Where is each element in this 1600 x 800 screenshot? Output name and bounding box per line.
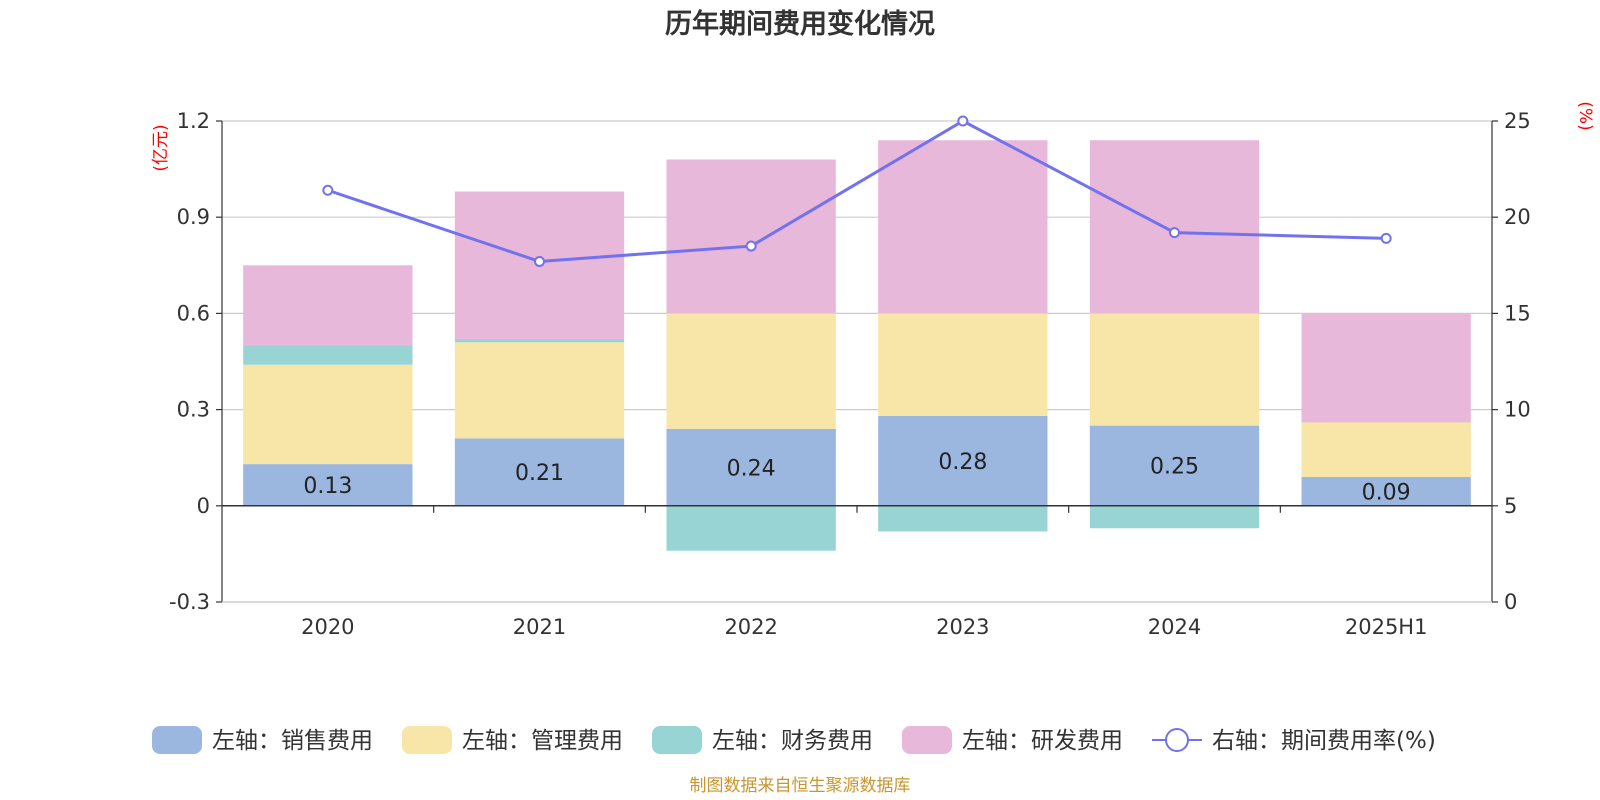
right-tick-label: 25 <box>1504 109 1531 133</box>
x-tick-label: 2025H1 <box>1345 615 1428 639</box>
legend-item: 左轴：管理费用 <box>402 726 623 754</box>
left-tick-label: 0.9 <box>177 205 210 229</box>
bar-segment <box>878 313 1048 417</box>
left-tick-label: 0.3 <box>177 398 210 422</box>
data-label: 0.25 <box>1150 455 1199 480</box>
right-tick-label: 10 <box>1504 398 1531 422</box>
axes <box>221 121 1493 603</box>
legend-item: 左轴：财务费用 <box>652 726 873 754</box>
bar-segment <box>454 339 625 343</box>
legend-label: 左轴：销售费用 <box>212 728 373 754</box>
rate-point <box>534 255 545 267</box>
x-tick-label: 2020 <box>301 615 354 639</box>
legend-swatch <box>652 726 702 754</box>
right-axis-unit: (%) <box>1575 101 1595 130</box>
bar-segment <box>878 140 1048 314</box>
x-tick-label: 2023 <box>936 615 989 639</box>
rate-point <box>745 240 757 252</box>
data-label: 0.24 <box>727 456 776 481</box>
legend-label: 右轴：期间费用率(%) <box>1212 728 1436 754</box>
legend-marker <box>1165 728 1189 752</box>
legend-item: 右轴：期间费用率(%) <box>1152 728 1436 754</box>
bar-segment <box>243 265 413 346</box>
legend-item: 左轴：销售费用 <box>152 726 373 754</box>
legend-label: 左轴：管理费用 <box>462 728 623 754</box>
rate-point <box>322 184 334 196</box>
right-tick-label: 5 <box>1504 494 1517 518</box>
x-axis-ticks: 2020 2021 2022 2023 2024 2025H1 <box>301 615 1427 639</box>
bar-segment <box>243 345 413 365</box>
left-axis-ticks: 1.2 0.9 0.6 0.3 0 -0.3 <box>169 109 222 614</box>
data-label: 0.09 <box>1362 480 1411 505</box>
data-labels: 0.13 0.21 0.24 0.28 0.25 0.09 <box>303 450 1410 505</box>
data-label: 0.28 <box>938 450 987 475</box>
left-tick-label: 0.6 <box>177 301 210 325</box>
x-tick-label: 2024 <box>1148 615 1201 639</box>
bar-segment <box>666 159 836 314</box>
right-tick-label: 15 <box>1504 301 1531 325</box>
left-tick-label: -0.3 <box>169 590 210 614</box>
x-tick-label: 2022 <box>724 615 777 639</box>
legend: 左轴：销售费用 左轴：管理费用 左轴：财务费用 左轴：研发费用 右轴：期间费用率(%) <box>152 726 1436 754</box>
chart-title: 历年期间费用变化情况 <box>665 8 935 40</box>
bar-segment <box>878 505 1048 532</box>
legend-swatch <box>152 726 202 754</box>
bar-segment <box>243 464 413 506</box>
bar-segment <box>1089 505 1260 529</box>
left-tick-label: 0 <box>197 494 210 518</box>
right-axis-ticks: 25 20 15 10 5 0 <box>1492 109 1531 614</box>
bar-segment <box>666 313 836 429</box>
x-tick-label: 2021 <box>513 615 566 639</box>
bar-segment <box>243 364 413 465</box>
bar-segment <box>878 416 1048 506</box>
legend-swatch <box>902 726 952 754</box>
right-tick-label: 0 <box>1504 590 1517 614</box>
bar-segment <box>1301 422 1471 477</box>
rate-line <box>322 115 1392 267</box>
rate-point <box>1169 227 1180 239</box>
left-axis-unit: (亿元) <box>151 124 171 171</box>
legend-swatch <box>402 726 452 754</box>
rate-polyline <box>327 119 1387 263</box>
source-note: 制图数据来自恒生聚源数据库 <box>690 776 911 796</box>
legend-label: 左轴：财务费用 <box>712 728 873 754</box>
bars <box>243 140 1471 551</box>
legend-item: 左轴：研发费用 <box>902 726 1123 754</box>
bar-segment <box>666 505 836 551</box>
bar-segment <box>454 438 625 506</box>
bar-segment <box>666 428 836 506</box>
data-label: 0.21 <box>515 461 564 486</box>
bar-segment <box>1301 313 1471 423</box>
data-label: 0.13 <box>303 474 352 499</box>
bar-segment <box>1301 476 1471 506</box>
left-tick-label: 1.2 <box>177 109 210 133</box>
rate-point <box>957 115 969 127</box>
bar-segment <box>454 342 625 439</box>
right-tick-label: 20 <box>1504 205 1531 229</box>
bar-segment <box>1089 140 1260 314</box>
bar-segment <box>1089 425 1260 506</box>
rate-point <box>1380 232 1392 244</box>
bar-segment <box>1089 313 1260 426</box>
legend-label: 左轴：研发费用 <box>962 728 1123 754</box>
